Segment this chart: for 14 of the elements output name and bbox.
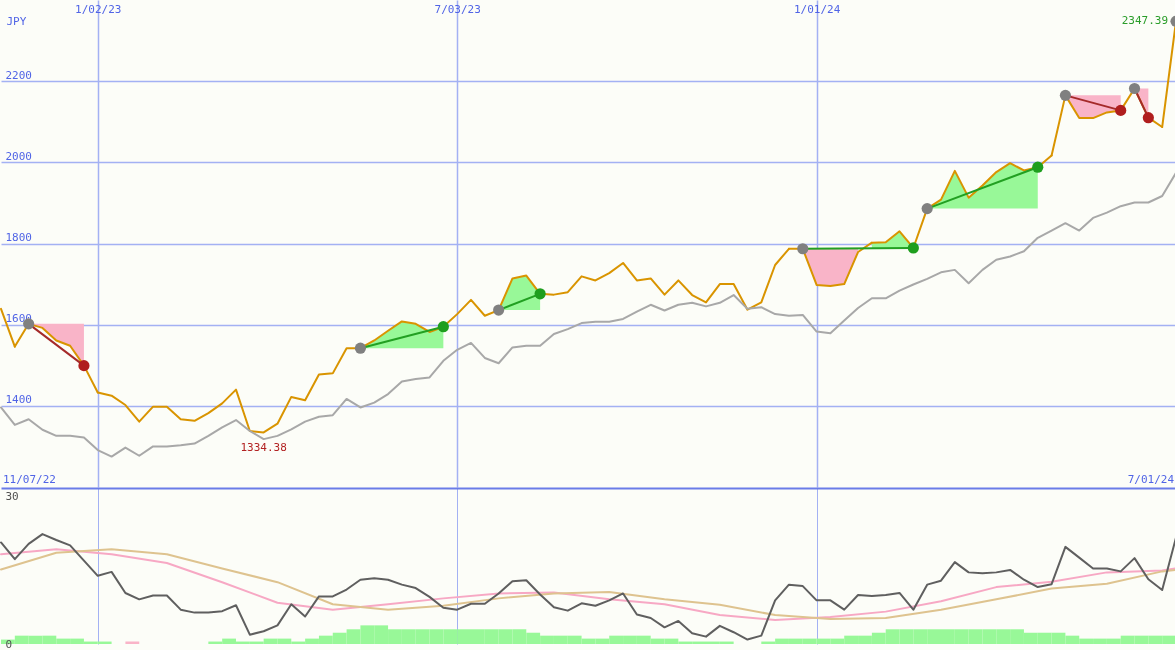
y-tick-label: 30 xyxy=(5,490,19,504)
y-axis-title: JPY xyxy=(6,14,27,28)
annotation: 11/07/22 xyxy=(3,473,56,486)
annotation: 2347.39 xyxy=(1121,14,1168,28)
annotation: 7/01/24 xyxy=(1127,473,1175,486)
y-tick-label: 0 xyxy=(5,637,13,650)
y-tick-label: 1400 xyxy=(5,393,32,407)
y-tick-label: 1800 xyxy=(5,231,32,244)
x-tick-label: 7/03/23 xyxy=(434,2,481,16)
annotation: 1334.38 xyxy=(240,441,287,455)
x-tick-label: 1/02/23 xyxy=(75,2,122,16)
y-tick-label: 2000 xyxy=(5,149,32,163)
x-tick-label: 1/01/24 xyxy=(793,2,841,16)
y-tick-label: 2200 xyxy=(5,68,32,82)
